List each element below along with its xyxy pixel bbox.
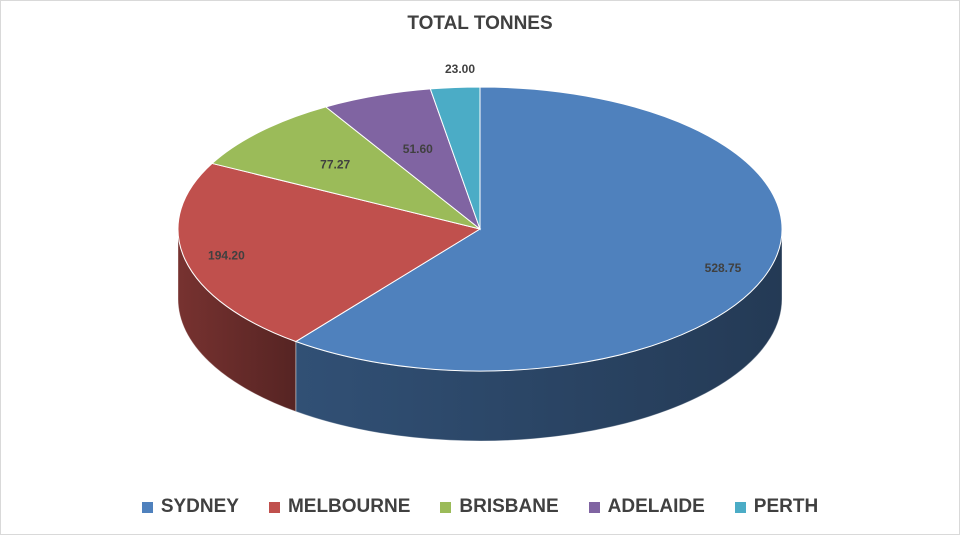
legend-item-perth: PERTH — [734, 496, 819, 518]
data-label-perth: 23.00 — [445, 62, 475, 76]
legend-swatch-brisbane — [440, 501, 452, 513]
pie-slices — [177, 86, 783, 372]
legend-label-adelaide: ADELAIDE — [607, 496, 705, 517]
legend-item-brisbane: BRISBANE — [440, 496, 559, 518]
data-label-brisbane: 77.27 — [320, 158, 350, 172]
legend-item-adelaide: ADELAIDE — [588, 496, 705, 518]
pie-data-labels: 528.75 194.20 77.27 51.60 23.00 — [208, 62, 742, 275]
pie-slice-sydney — [294, 86, 783, 372]
legend-item-melbourne: MELBOURNE — [268, 496, 411, 518]
chart-title: TOTAL TONNES — [407, 13, 553, 34]
legend-label-sydney: SYDNEY — [160, 496, 239, 517]
legend: SYDNEY MELBOURNE BRISBANE ADELAIDE PERTH — [0, 496, 960, 518]
pie-slice-perth — [429, 86, 481, 230]
legend-label-melbourne: MELBOURNE — [287, 496, 411, 517]
legend-label-perth: PERTH — [753, 496, 819, 517]
data-label-sydney: 528.75 — [705, 261, 742, 275]
pie-slice-melbourne — [177, 162, 482, 343]
legend-swatch-sydney — [141, 501, 153, 513]
legend-item-sydney: SYDNEY — [141, 496, 239, 518]
legend-swatch-adelaide — [588, 501, 600, 513]
legend-swatch-perth — [734, 501, 746, 513]
pie-slice-brisbane — [211, 106, 481, 230]
legend-label-brisbane: BRISBANE — [459, 496, 559, 517]
legend-swatch-melbourne — [268, 501, 280, 513]
data-label-melbourne: 194.20 — [208, 248, 245, 262]
data-label-adelaide: 51.60 — [403, 142, 433, 156]
